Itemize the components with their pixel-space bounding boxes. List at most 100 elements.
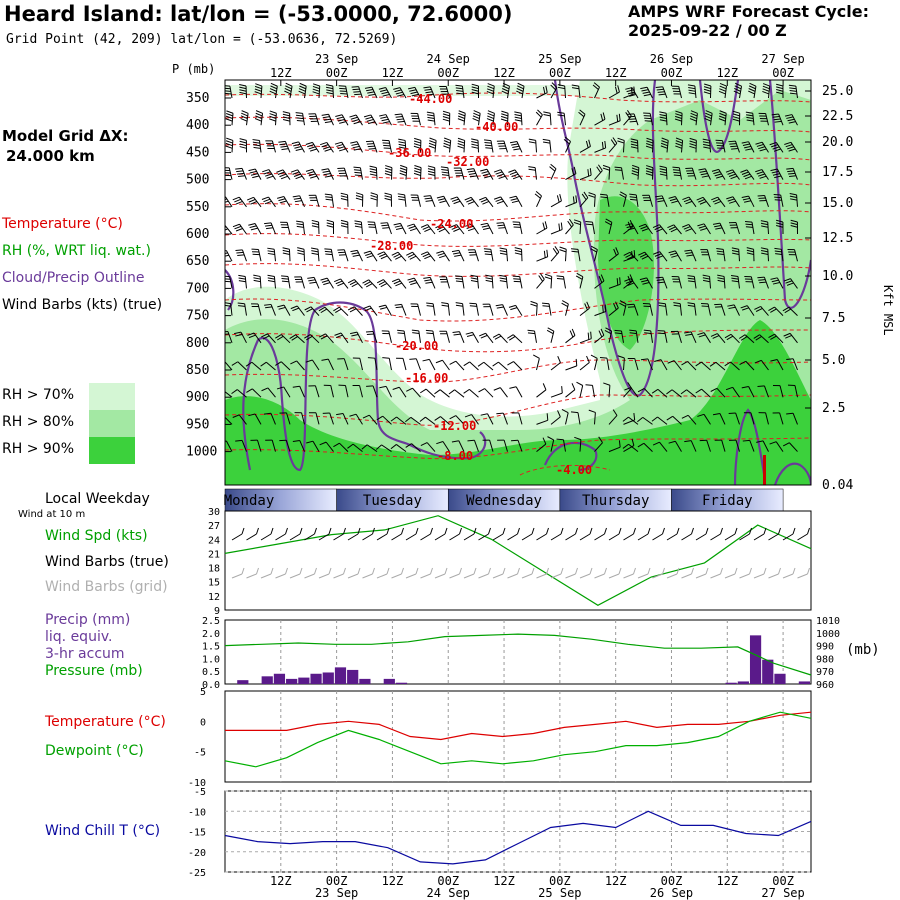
- wind-barb-feather: [626, 89, 634, 93]
- wind-barb-feather: [625, 223, 633, 226]
- wind-barb-feather: [304, 306, 312, 311]
- wind-barb-feather: [588, 409, 596, 413]
- wind-barb-feather: [481, 225, 489, 228]
- wind-barb-feather: [409, 358, 417, 360]
- wind-barb-feather: [264, 173, 272, 177]
- wind-barb: [325, 441, 334, 452]
- wind-barb: [513, 361, 523, 371]
- wind-barb-10m-feather: [676, 527, 680, 535]
- wind-barb: [254, 168, 262, 180]
- wind-barb-feather: [436, 195, 444, 199]
- wind-barb-feather: [384, 195, 392, 198]
- wind-barb-feather: [659, 111, 667, 114]
- wind-barb-feather: [626, 225, 634, 229]
- wind-barb: [724, 113, 727, 126]
- wind-barb-feather: [642, 282, 650, 285]
- wind-barb-feather: [270, 82, 278, 87]
- wind-barb: [608, 167, 611, 180]
- wind-barb: [327, 168, 334, 180]
- wind-barb-feather: [414, 137, 422, 141]
- wind-barb: [665, 113, 668, 126]
- wind-barb-feather: [770, 335, 777, 340]
- wind-barb: [722, 140, 726, 153]
- wind-barb-feather: [613, 248, 617, 256]
- wind-barb-feather: [630, 141, 638, 144]
- wind-barb-feather: [232, 196, 240, 201]
- wind-barb-feather: [730, 145, 738, 148]
- wind-barb-feather: [672, 169, 680, 171]
- wind-barb: [694, 86, 697, 99]
- wind-barb-feather: [652, 224, 660, 229]
- top-hour-label: 12Z: [716, 66, 738, 80]
- wind-barb: [273, 249, 276, 262]
- wind-barb-feather: [732, 118, 740, 122]
- wind-barb-feather: [427, 116, 435, 120]
- wind-barb-feather: [786, 282, 794, 286]
- wind-barb-feather: [311, 225, 319, 228]
- wind-barb-feather: [451, 440, 459, 443]
- wind-barb-feather: [384, 197, 392, 201]
- wind-barb-feather: [350, 331, 358, 335]
- wind-barb-feather: [602, 305, 604, 313]
- wind-barb: [231, 140, 234, 153]
- wind-barb-feather: [225, 252, 228, 255]
- wind-barb: [312, 169, 320, 180]
- wind-barb-feather: [627, 110, 632, 117]
- wind-barb-feather: [424, 255, 432, 260]
- wind-barb-feather: [702, 277, 710, 280]
- wind-barb-10m: [449, 533, 460, 541]
- wind-barb-feather: [755, 336, 762, 341]
- wind-barb-feather: [367, 145, 375, 148]
- wind-barb-feather: [248, 198, 256, 203]
- wind-barb-feather: [788, 84, 796, 87]
- wind-barb-feather: [324, 148, 332, 152]
- wind-barb: [455, 360, 465, 371]
- wind-barb-feather: [325, 253, 333, 256]
- wind-barb: [761, 169, 769, 180]
- wind-barb-feather: [757, 385, 765, 387]
- wind-barb-feather: [599, 357, 608, 359]
- wind-barb-feather: [535, 191, 542, 197]
- wind-barb-grid-feather: [328, 567, 332, 575]
- wind-barb-feather: [278, 306, 286, 310]
- wind-barb: [413, 223, 421, 235]
- wind-barb-grid: [492, 573, 504, 579]
- bottom-date-label: 27 Sep: [761, 886, 804, 900]
- wind-barb-feather: [785, 114, 793, 117]
- wind-barb-feather: [773, 118, 781, 121]
- pressure-tick-label: 650: [186, 254, 209, 269]
- wind-barb: [502, 304, 508, 316]
- y-tick-label: 990: [816, 642, 834, 653]
- wind-barb: [427, 224, 436, 235]
- wind-barb: [776, 168, 784, 180]
- wind-barb: [286, 412, 291, 425]
- wind-barb-feather: [624, 387, 632, 391]
- wind-barb: [312, 440, 320, 452]
- wind-barb: [358, 86, 363, 99]
- wind-barb: [687, 414, 697, 425]
- wind-barb: [515, 196, 523, 208]
- wind-barb: [779, 412, 784, 425]
- wind-barb-feather: [308, 279, 316, 282]
- wind-barb-feather: [725, 169, 733, 173]
- wind-barb-feather: [353, 169, 361, 171]
- wind-barb-feather: [654, 359, 662, 362]
- wind-barb-grid: [608, 573, 620, 579]
- wind-barb-feather: [377, 251, 385, 256]
- wind-barb: [745, 360, 755, 371]
- wind-barb: [398, 278, 407, 289]
- wind-barb-feather: [362, 279, 369, 284]
- wind-barb-feather: [760, 249, 769, 253]
- wind-barb-feather: [623, 251, 631, 256]
- wind-barb: [340, 332, 349, 344]
- wind-barb-feather: [755, 308, 763, 312]
- wind-barb-feather: [605, 218, 613, 223]
- wind-barb: [579, 114, 586, 126]
- wind-barb: [707, 303, 711, 316]
- wind-barb: [579, 307, 590, 316]
- wind-barb: [490, 249, 494, 262]
- wind-barb-feather: [384, 192, 392, 196]
- wind-barb-feather: [426, 302, 434, 305]
- wind-barb-feather: [252, 141, 260, 144]
- wind-barb-feather: [534, 193, 541, 199]
